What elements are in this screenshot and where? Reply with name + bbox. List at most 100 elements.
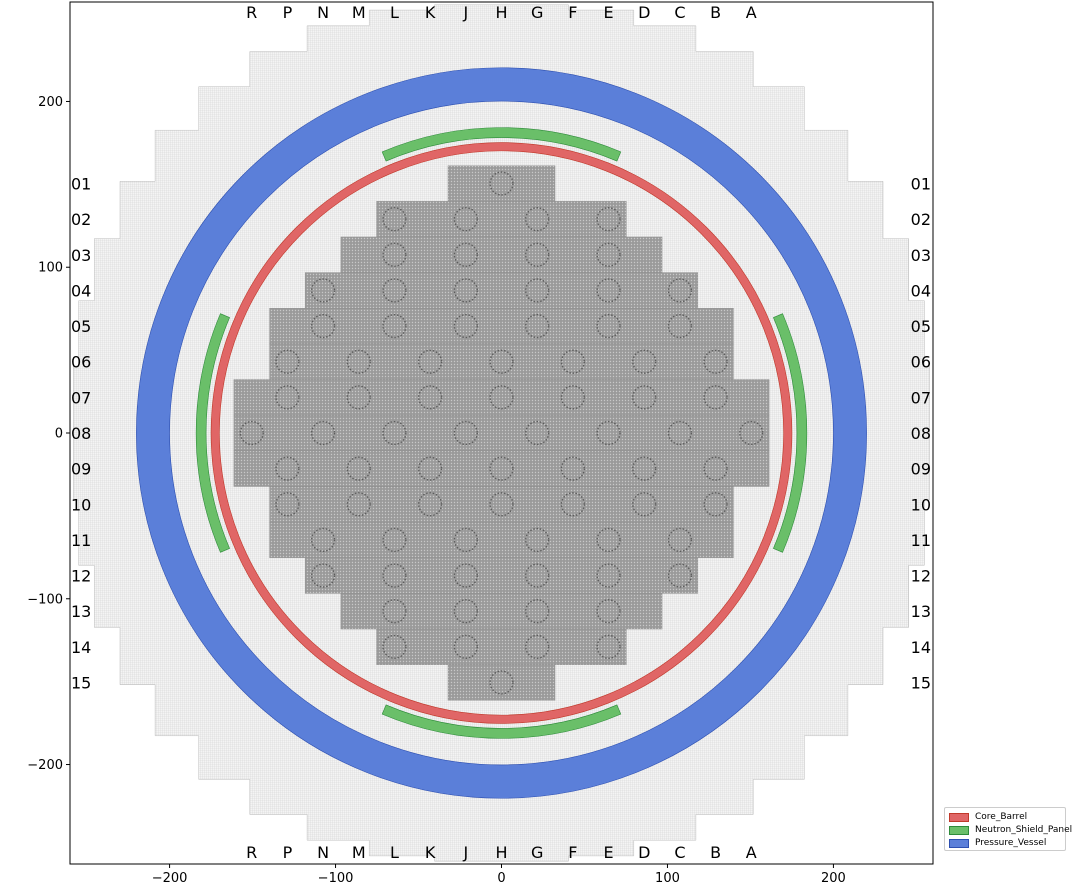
column-label-top: R	[246, 3, 257, 22]
legend: Core_Barrel Neutron_Shield_Panel Pressure_…	[944, 807, 1072, 851]
core-row-06	[269, 343, 734, 380]
row-label-left: 08	[71, 424, 91, 443]
assembly-ring	[382, 278, 407, 303]
row-label-right: 14	[911, 638, 931, 657]
assembly-ring	[739, 420, 764, 446]
column-label-bottom: G	[531, 843, 543, 862]
core-row-07	[233, 379, 770, 416]
column-label-top: H	[495, 3, 507, 22]
core-assemblies	[233, 165, 770, 701]
assembly-ring	[632, 456, 657, 481]
assembly-ring	[453, 313, 478, 339]
column-label-bottom: A	[746, 843, 757, 862]
column-label-bottom: L	[390, 843, 399, 862]
core-row-13	[340, 593, 663, 630]
assembly-ring	[525, 313, 550, 339]
row-label-right: 06	[911, 353, 931, 372]
column-label-top: F	[568, 3, 577, 22]
assembly-ring	[525, 207, 550, 232]
column-label-bottom: N	[317, 843, 329, 862]
assembly-ring	[382, 420, 407, 446]
column-label-bottom: M	[352, 843, 366, 862]
legend-item-pressure-vessel: Pressure_Vessel	[949, 837, 1046, 849]
column-label-top: D	[638, 3, 650, 22]
row-label-left: 12	[71, 567, 91, 586]
legend-item-neutron-shield-panel: Neutron_Shield_Panel	[949, 824, 1072, 836]
row-label-left: 01	[71, 175, 91, 194]
pressure-vessel-ring	[136, 67, 867, 799]
row-label-right: 15	[911, 673, 931, 692]
y-tick-label: −200	[27, 758, 63, 773]
column-label-bottom: B	[710, 843, 721, 862]
column-label-top: G	[531, 3, 543, 22]
assembly-ring	[667, 278, 693, 303]
column-label-top: C	[674, 3, 685, 22]
assembly-ring	[382, 527, 407, 553]
assembly-ring	[667, 420, 693, 446]
core-row-05	[269, 308, 734, 345]
core-row-10	[269, 486, 734, 523]
core-row-02	[376, 201, 627, 238]
assembly-ring	[489, 385, 514, 410]
assembly-ring	[453, 420, 478, 446]
column-label-bottom: P	[283, 843, 293, 862]
assembly-ring	[382, 313, 407, 339]
assembly-ring	[453, 527, 478, 553]
row-label-left: 09	[71, 460, 91, 479]
assembly-ring	[560, 385, 585, 410]
assembly-ring	[703, 492, 728, 517]
assembly-ring	[346, 349, 371, 374]
row-label-left: 05	[71, 317, 91, 336]
row-label-right: 07	[911, 388, 931, 407]
assembly-ring	[525, 599, 550, 624]
legend-label: Pressure_Vessel	[975, 838, 1047, 848]
assembly-ring	[453, 207, 478, 232]
assembly-ring	[310, 420, 336, 446]
core-row-03	[340, 236, 663, 273]
column-label-bottom: D	[638, 843, 650, 862]
neutron-shield-panel-3	[381, 704, 622, 739]
column-label-top: A	[746, 3, 757, 22]
assembly-ring	[418, 492, 443, 517]
assembly-ring	[418, 349, 443, 374]
assembly-ring	[418, 385, 443, 410]
assembly-ring	[667, 527, 693, 553]
assembly-ring	[525, 420, 550, 446]
assembly-ring	[632, 349, 657, 374]
assembly-ring	[275, 349, 300, 374]
neutron-shield-panel-2	[195, 313, 230, 553]
row-label-left: 06	[71, 353, 91, 372]
legend-label: Core_Barrel	[975, 812, 1028, 822]
column-label-top: E	[603, 3, 613, 22]
assembly-ring	[667, 313, 693, 339]
assembly-ring	[703, 349, 728, 374]
x-tick-label: 0	[497, 871, 505, 886]
column-label-bottom: H	[495, 843, 507, 862]
assembly-ring	[310, 313, 336, 339]
assembly-ring	[489, 349, 514, 374]
core-row-11	[269, 521, 734, 558]
row-label-right: 12	[911, 567, 931, 586]
assembly-ring	[382, 563, 407, 588]
row-label-right: 01	[911, 175, 931, 194]
y-tick-label: 100	[38, 261, 63, 276]
y-tick-label: 200	[38, 95, 63, 110]
column-label-top: M	[352, 3, 366, 22]
assembly-ring	[453, 563, 478, 588]
assembly-ring	[453, 599, 478, 624]
legend-label: Neutron_Shield_Panel	[975, 825, 1072, 835]
row-label-left: 10	[71, 495, 91, 514]
y-tick-label: −100	[27, 592, 63, 607]
column-label-top: B	[710, 3, 721, 22]
column-label-top: J	[462, 3, 468, 22]
assembly-ring	[596, 527, 621, 553]
row-label-right: 13	[911, 602, 931, 621]
y-tick-label: 0	[55, 427, 63, 442]
column-label-top: K	[425, 3, 436, 22]
assembly-ring	[418, 456, 443, 481]
legend-swatch	[949, 825, 969, 835]
assembly-ring	[382, 634, 407, 659]
assembly-ring	[596, 242, 621, 267]
column-label-bottom: C	[674, 843, 685, 862]
